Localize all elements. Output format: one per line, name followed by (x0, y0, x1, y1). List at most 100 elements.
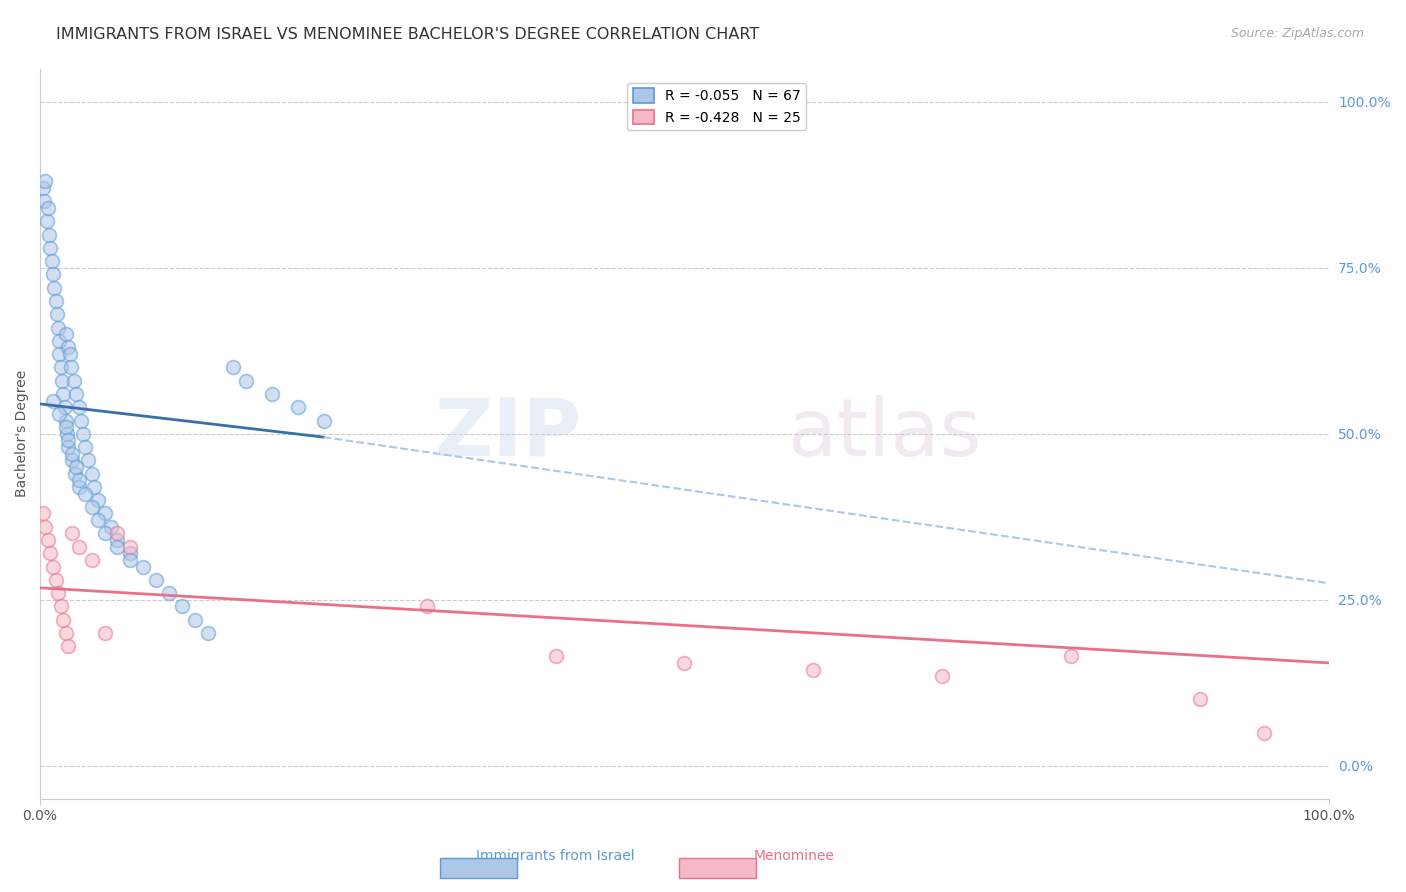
Point (67, 401, 90, 415)
Point (45, 293, 67, 308)
Point (1060, 649, 1083, 664)
Point (51, 374, 73, 388)
Point (157, 586, 180, 600)
Point (49, 360, 72, 375)
Point (75, 440, 97, 454)
Point (52, 613, 75, 627)
Point (55, 420, 77, 434)
Point (120, 546, 142, 560)
Point (235, 374, 257, 388)
Text: Menominee: Menominee (754, 849, 835, 863)
Point (287, 401, 309, 415)
Point (72, 426, 94, 441)
Point (197, 626, 219, 640)
Point (48, 347, 70, 361)
Point (76, 453, 98, 467)
Point (58, 341, 80, 355)
Point (70, 413, 93, 427)
Point (145, 573, 167, 587)
Point (107, 533, 129, 547)
Point (65, 387, 87, 401)
Point (1188, 692, 1211, 706)
Point (60, 360, 83, 375)
Point (83, 480, 105, 494)
Text: IMMIGRANTS FROM ISRAEL VS MENOMINEE BACHELOR'S DEGREE CORRELATION CHART: IMMIGRANTS FROM ISRAEL VS MENOMINEE BACH… (56, 27, 759, 42)
Legend: R = -0.055   N = 67, R = -0.428   N = 25: R = -0.055 N = 67, R = -0.428 N = 25 (627, 83, 806, 130)
Point (35, 214, 58, 228)
Point (87, 493, 110, 508)
Point (1253, 725, 1275, 739)
Point (45, 573, 67, 587)
Point (75, 486, 97, 500)
Point (32, 194, 55, 209)
Point (312, 413, 335, 427)
Point (55, 413, 77, 427)
Point (34, 520, 56, 534)
Point (62, 374, 84, 388)
Point (673, 656, 696, 670)
Point (67, 473, 90, 487)
Point (65, 460, 87, 475)
Point (93, 526, 115, 541)
Point (58, 640, 80, 654)
Point (37, 201, 59, 215)
Point (52, 387, 75, 401)
Point (41, 254, 63, 268)
Point (48, 407, 70, 421)
Point (44, 281, 66, 295)
Point (87, 513, 110, 527)
Point (46, 320, 69, 334)
Point (107, 540, 129, 554)
Point (48, 334, 70, 348)
Point (42, 393, 65, 408)
Point (93, 507, 115, 521)
Point (49, 599, 72, 614)
Point (31, 507, 53, 521)
Point (37, 533, 59, 547)
Point (58, 434, 80, 448)
Text: Immigrants from Israel: Immigrants from Israel (477, 849, 634, 863)
Point (34, 174, 56, 188)
Point (132, 559, 155, 574)
Point (60, 526, 83, 541)
Point (120, 553, 142, 567)
Point (415, 599, 437, 614)
Point (46, 586, 69, 600)
Text: ZIP: ZIP (434, 395, 581, 473)
Point (93, 626, 115, 640)
Point (59, 347, 82, 361)
Point (80, 500, 103, 514)
Point (67, 480, 90, 494)
Point (222, 360, 245, 375)
Point (184, 613, 207, 627)
Point (55, 626, 77, 640)
Point (63, 467, 86, 481)
Point (170, 599, 193, 614)
Text: Source: ZipAtlas.com: Source: ZipAtlas.com (1230, 27, 1364, 40)
Point (100, 520, 122, 534)
Point (931, 669, 953, 683)
Point (42, 268, 65, 282)
Y-axis label: Bachelor's Degree: Bachelor's Degree (15, 370, 30, 498)
Point (260, 387, 283, 401)
Point (39, 241, 62, 255)
Point (53, 401, 76, 415)
Point (38, 227, 60, 242)
Point (60, 447, 83, 461)
Point (60, 453, 83, 467)
Point (107, 526, 129, 541)
Point (42, 559, 65, 574)
Point (544, 649, 567, 664)
Point (67, 540, 90, 554)
Point (801, 663, 824, 677)
Text: atlas: atlas (787, 395, 981, 473)
Point (58, 440, 80, 454)
Point (39, 546, 62, 560)
Point (80, 553, 103, 567)
Point (45, 307, 67, 321)
Point (80, 467, 103, 481)
Point (56, 426, 79, 441)
Point (31, 181, 53, 195)
Point (55, 327, 77, 342)
Point (120, 540, 142, 554)
